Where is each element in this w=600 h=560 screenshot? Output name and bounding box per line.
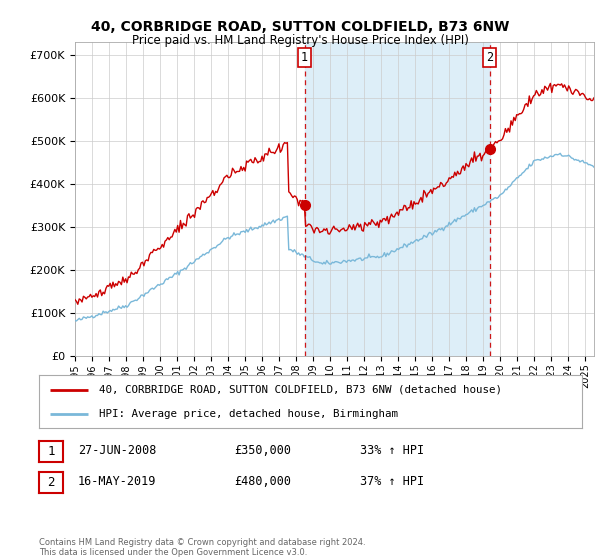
Text: 33% ↑ HPI: 33% ↑ HPI [360, 444, 424, 458]
Text: Price paid vs. HM Land Registry's House Price Index (HPI): Price paid vs. HM Land Registry's House … [131, 34, 469, 46]
Text: 40, CORBRIDGE ROAD, SUTTON COLDFIELD, B73 6NW (detached house): 40, CORBRIDGE ROAD, SUTTON COLDFIELD, B7… [99, 385, 502, 395]
Text: £350,000: £350,000 [234, 444, 291, 458]
Text: 1: 1 [301, 52, 308, 64]
Text: £480,000: £480,000 [234, 475, 291, 488]
Text: 2: 2 [486, 52, 493, 64]
Text: 27-JUN-2008: 27-JUN-2008 [78, 444, 157, 458]
Text: HPI: Average price, detached house, Birmingham: HPI: Average price, detached house, Birm… [99, 409, 398, 419]
Bar [305, 42, 490, 356]
Text: 37% ↑ HPI: 37% ↑ HPI [360, 475, 424, 488]
Text: 40, CORBRIDGE ROAD, SUTTON COLDFIELD, B73 6NW: 40, CORBRIDGE ROAD, SUTTON COLDFIELD, B7… [91, 20, 509, 34]
Text: Contains HM Land Registry data © Crown copyright and database right 2024.
This d: Contains HM Land Registry data © Crown c… [39, 538, 365, 557]
Text: 2: 2 [47, 475, 55, 489]
Text: 1: 1 [47, 445, 55, 458]
Text: 16-MAY-2019: 16-MAY-2019 [78, 475, 157, 488]
